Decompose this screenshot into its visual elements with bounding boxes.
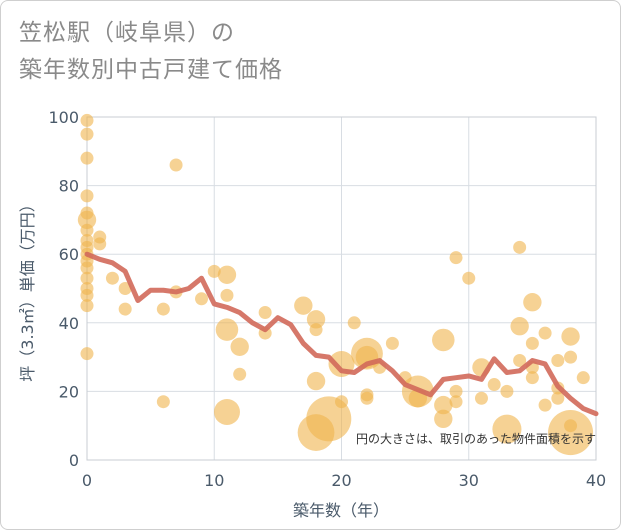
x-tick-label: 40 — [586, 471, 606, 490]
y-axis-ticks: 0 20 40 60 80 100 — [48, 108, 79, 470]
bubble-point — [195, 292, 209, 306]
bubble-point — [258, 306, 272, 320]
bubble-point — [80, 151, 94, 165]
bubble-point — [523, 293, 542, 312]
bubble-point — [347, 316, 361, 330]
x-tick-label: 10 — [204, 471, 224, 490]
bubble-point — [306, 371, 326, 391]
y-tick-label: 0 — [69, 451, 79, 470]
bubble-point — [80, 127, 94, 141]
bubble-point — [564, 350, 578, 364]
bubble-point — [213, 398, 240, 425]
x-tick-label: 0 — [82, 471, 92, 490]
bubble-point — [80, 189, 94, 203]
bubble-point — [449, 395, 463, 409]
bubble-point — [80, 288, 94, 302]
bubble-point — [474, 391, 488, 405]
bubble-point — [294, 296, 313, 315]
bubble-point — [80, 113, 94, 127]
bubble-point — [576, 371, 590, 385]
bubble-point — [77, 210, 97, 230]
chart-title: 笠松駅（岐阜県）の 築年数別中古戸建て価格 — [19, 15, 283, 89]
chart-title-line1: 笠松駅（岐阜県）の — [19, 20, 235, 46]
y-tick-label: 80 — [59, 177, 79, 196]
bubble-point — [492, 414, 522, 444]
bubble-point — [548, 410, 594, 456]
bubble-point — [215, 318, 239, 341]
bubble-point — [118, 282, 132, 295]
bubble-point — [434, 409, 453, 429]
y-tick-label: 20 — [59, 382, 79, 401]
bubble-series — [77, 113, 594, 456]
bubble-point — [385, 336, 399, 350]
bubble-point — [93, 237, 107, 251]
bubble-size-note: 円の大きさは、取引のあった物件面積を示す — [356, 431, 596, 446]
x-tick-label: 20 — [331, 471, 351, 490]
bubble-point — [80, 299, 94, 313]
bubble-point — [510, 317, 529, 336]
bubble-point — [500, 384, 514, 398]
bubble-point — [449, 251, 463, 265]
y-tick-label: 40 — [59, 314, 79, 333]
bubble-point — [551, 391, 565, 405]
bubble-point — [220, 288, 234, 302]
bubble-point — [360, 391, 374, 405]
bubble-point — [434, 395, 453, 415]
bubble-point — [335, 395, 348, 409]
bubble-point — [80, 271, 94, 285]
bubble-point — [80, 347, 94, 361]
bubble-point — [306, 310, 326, 329]
bubble-point — [80, 261, 94, 275]
bubble-point — [309, 323, 323, 337]
bubble-point — [156, 302, 170, 316]
bubble-point — [538, 326, 552, 340]
bubble-point — [462, 271, 476, 285]
bubble-point — [538, 398, 552, 412]
y-tick-label: 60 — [59, 245, 79, 264]
bubble-point — [233, 367, 247, 381]
bubble-point — [513, 240, 527, 254]
bubble-point — [118, 302, 132, 316]
bubble-point — [207, 264, 221, 278]
bubble-point — [525, 336, 539, 350]
bubble-point — [156, 395, 170, 409]
bubble-point — [217, 265, 237, 284]
y-tick-label: 100 — [48, 108, 79, 127]
x-tick-label: 30 — [459, 471, 479, 490]
bubble-point — [432, 328, 455, 352]
bubble-point — [487, 378, 501, 392]
y-axis-title: 坪（3.3㎡）単価（万円） — [18, 196, 37, 381]
bubble-point — [105, 271, 119, 285]
bubble-point — [449, 384, 463, 398]
x-axis-title: 築年数（年） — [293, 501, 389, 520]
bubble-point — [513, 354, 527, 368]
bubble-point — [525, 371, 539, 385]
bubble-point — [80, 223, 94, 237]
chart-title-line2: 築年数別中古戸建て価格 — [19, 57, 283, 83]
bubble-point — [230, 337, 249, 357]
average-price-line — [84, 251, 599, 417]
x-axis-ticks: 0 10 20 30 40 — [82, 471, 606, 490]
bubble-point — [169, 158, 183, 172]
bubble-point — [551, 354, 565, 368]
bubble-point — [561, 327, 580, 346]
